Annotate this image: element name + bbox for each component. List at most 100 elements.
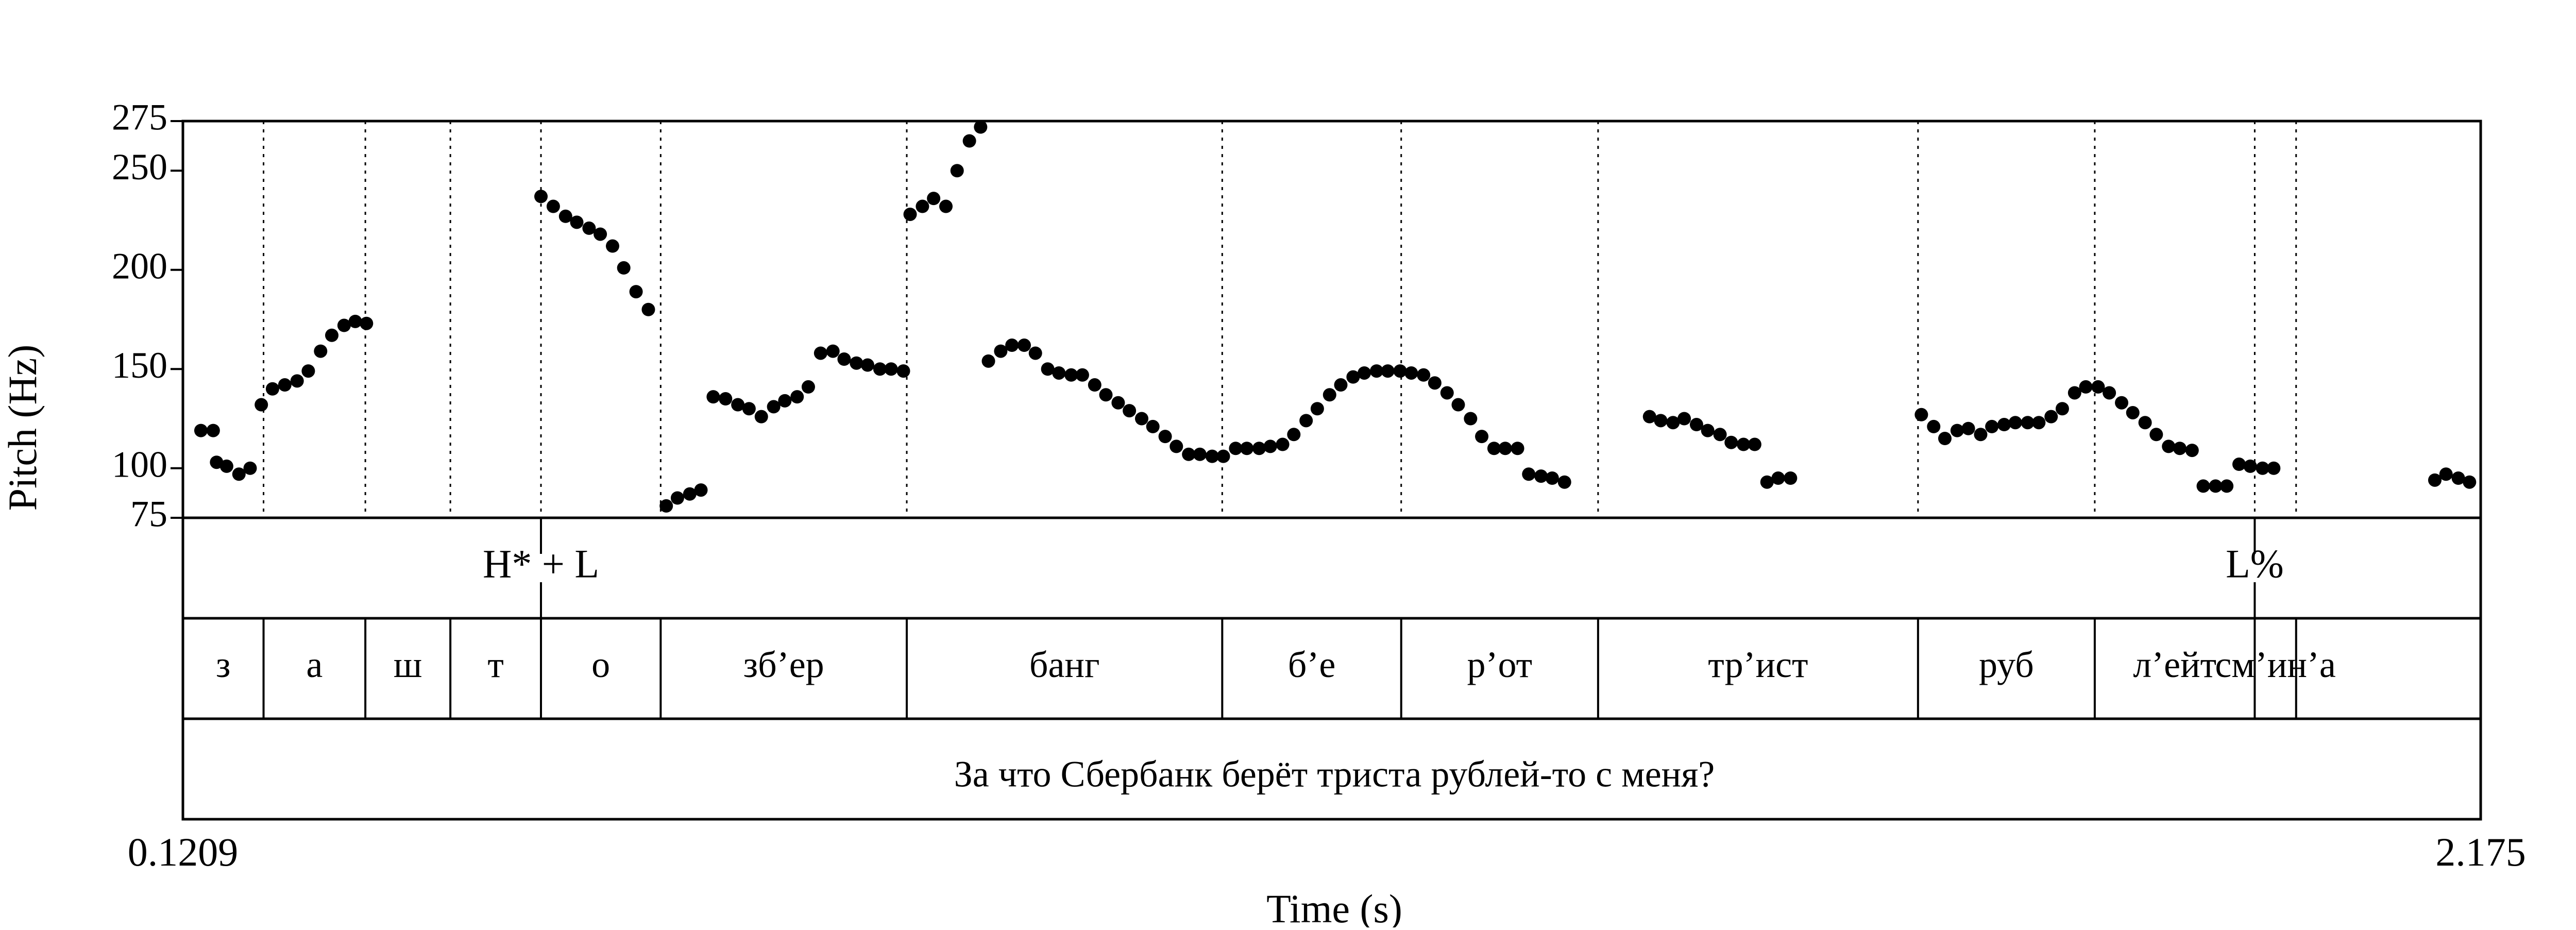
pitch-point-0-125 bbox=[2008, 416, 2022, 430]
pitch-point-0-34 bbox=[754, 410, 768, 424]
pitch-point-0-133 bbox=[2103, 386, 2116, 400]
pitch-point-0-98 bbox=[1498, 442, 1512, 455]
pitch-point-0-24 bbox=[629, 285, 643, 299]
pitch-point-0-52 bbox=[962, 134, 976, 148]
pitch-point-0-110 bbox=[1713, 428, 1727, 442]
pitch-point-0-146 bbox=[2256, 461, 2269, 475]
pitch-plot-frame bbox=[181, 120, 2482, 519]
pitch-point-0-97 bbox=[1487, 442, 1501, 455]
pitch-point-0-137 bbox=[2149, 428, 2163, 442]
pitch-point-0-119 bbox=[1938, 432, 1952, 445]
pitch-point-0-53 bbox=[974, 120, 988, 134]
pitch-point-0-138 bbox=[2162, 439, 2176, 453]
pitch-point-0-61 bbox=[1064, 368, 1078, 382]
pitch-point-0-84 bbox=[1334, 378, 1348, 392]
pitch-point-0-130 bbox=[2067, 386, 2081, 400]
tone-labels: H* + L L% bbox=[483, 518, 2284, 618]
pitch-point-0-142 bbox=[2209, 479, 2223, 493]
pitch-point-0-71 bbox=[1182, 447, 1196, 461]
pitch-point-0-11 bbox=[314, 344, 328, 358]
pitch-point-0-101 bbox=[1534, 469, 1548, 483]
y-ticks: 75 100 150 200 250 275 bbox=[112, 97, 183, 535]
pitch-point-0-2 bbox=[210, 455, 224, 469]
tone-l-percent-label: L% bbox=[2226, 541, 2284, 586]
pitch-point-0-29 bbox=[694, 483, 708, 497]
y-tick-label-250: 250 bbox=[112, 146, 167, 188]
pitch-point-0-85 bbox=[1346, 370, 1360, 384]
pitch-point-0-42 bbox=[850, 356, 863, 370]
pitch-point-0-131 bbox=[2079, 380, 2093, 394]
x-min-label: 0.1209 bbox=[128, 830, 239, 874]
pitch-point-0-106 bbox=[1666, 416, 1680, 430]
pitch-point-0-99 bbox=[1511, 442, 1524, 455]
pitch-point-0-37 bbox=[790, 390, 804, 404]
pitch-point-0-74 bbox=[1216, 449, 1230, 463]
pitch-point-0-35 bbox=[767, 400, 781, 414]
pitch-point-0-62 bbox=[1075, 368, 1089, 382]
pitch-point-0-92 bbox=[1428, 376, 1442, 390]
y-tick-label-200: 200 bbox=[112, 245, 167, 286]
pitch-point-0-44 bbox=[873, 362, 887, 376]
syllable-3: т bbox=[487, 644, 503, 685]
pitch-point-0-73 bbox=[1205, 449, 1219, 463]
pitch-point-0-57 bbox=[1018, 339, 1031, 352]
pitch-point-0-120 bbox=[1950, 424, 1964, 437]
syllable-11: л’ейт bbox=[2133, 644, 2216, 685]
pitch-point-0-54 bbox=[981, 354, 995, 368]
pitch-point-0-9 bbox=[290, 374, 304, 388]
x-max-label: 2.175 bbox=[2435, 830, 2526, 874]
pitch-point-0-126 bbox=[2021, 416, 2035, 430]
syllable-1: а bbox=[306, 644, 323, 685]
pitch-point-0-116 bbox=[1784, 471, 1798, 485]
pitch-point-0-69 bbox=[1158, 430, 1172, 444]
syllable-10: руб bbox=[1979, 644, 2034, 685]
pitch-point-0-149 bbox=[2439, 467, 2453, 481]
pitch-point-0-113 bbox=[1748, 437, 1761, 451]
pitch-point-0-93 bbox=[1440, 386, 1454, 400]
pitch-point-0-129 bbox=[2055, 402, 2069, 416]
pitch-point-0-117 bbox=[1914, 408, 1928, 421]
pitch-point-0-114 bbox=[1760, 475, 1774, 489]
pitch-point-0-56 bbox=[1005, 339, 1019, 352]
pitch-point-0-36 bbox=[778, 394, 792, 408]
syllable-9: тр’ист bbox=[1708, 644, 1808, 685]
syllable-6: банг bbox=[1029, 644, 1100, 685]
pitch-point-0-81 bbox=[1299, 414, 1313, 428]
y-axis-label: Pitch (Hz) bbox=[0, 345, 45, 511]
sentence-tier-frame bbox=[181, 717, 2482, 821]
pitch-point-0-115 bbox=[1771, 471, 1785, 485]
pitch-point-0-39 bbox=[814, 346, 827, 360]
pitch-point-0-13 bbox=[337, 318, 351, 332]
pitch-point-0-111 bbox=[1724, 435, 1738, 449]
pitch-point-0-132 bbox=[2091, 380, 2105, 394]
y-tick-label-150: 150 bbox=[112, 345, 167, 386]
pitch-point-0-66 bbox=[1123, 404, 1137, 418]
pitch-point-0-60 bbox=[1052, 366, 1066, 380]
pitch-point-0-108 bbox=[1689, 418, 1703, 432]
pitch-point-0-128 bbox=[2044, 410, 2058, 424]
pitch-point-0-3 bbox=[219, 459, 233, 473]
labels: Pitch (Hz) Time (s) 0.1209 2.175 За что … bbox=[0, 345, 2526, 930]
pitch-point-0-103 bbox=[1557, 475, 1571, 489]
tone-h-star-l-label: H* + L bbox=[483, 541, 599, 586]
pitch-point-0-22 bbox=[605, 239, 619, 253]
pitch-point-0-121 bbox=[1961, 421, 1975, 435]
pitch-point-0-28 bbox=[683, 487, 697, 501]
pitch-point-0-8 bbox=[278, 378, 292, 392]
pitch-point-0-118 bbox=[1927, 419, 1941, 433]
pitch-point-0-15 bbox=[360, 316, 374, 330]
pitch-point-0-68 bbox=[1146, 419, 1160, 433]
pitch-point-0-59 bbox=[1041, 362, 1055, 376]
y-tick-label-275: 275 bbox=[112, 97, 167, 138]
pitch-point-0-58 bbox=[1028, 346, 1042, 360]
pitch-point-0-135 bbox=[2126, 405, 2140, 419]
pitch-point-0-47 bbox=[903, 207, 917, 221]
pitch-point-0-0 bbox=[194, 424, 208, 437]
pitch-point-0-64 bbox=[1099, 388, 1113, 402]
pitch-point-0-122 bbox=[1974, 428, 1988, 442]
syllable-8: р’от bbox=[1467, 644, 1533, 685]
pitch-point-0-124 bbox=[1997, 418, 2011, 432]
pitch-point-0-88 bbox=[1381, 364, 1395, 378]
pitch-point-0-123 bbox=[1985, 419, 1999, 433]
